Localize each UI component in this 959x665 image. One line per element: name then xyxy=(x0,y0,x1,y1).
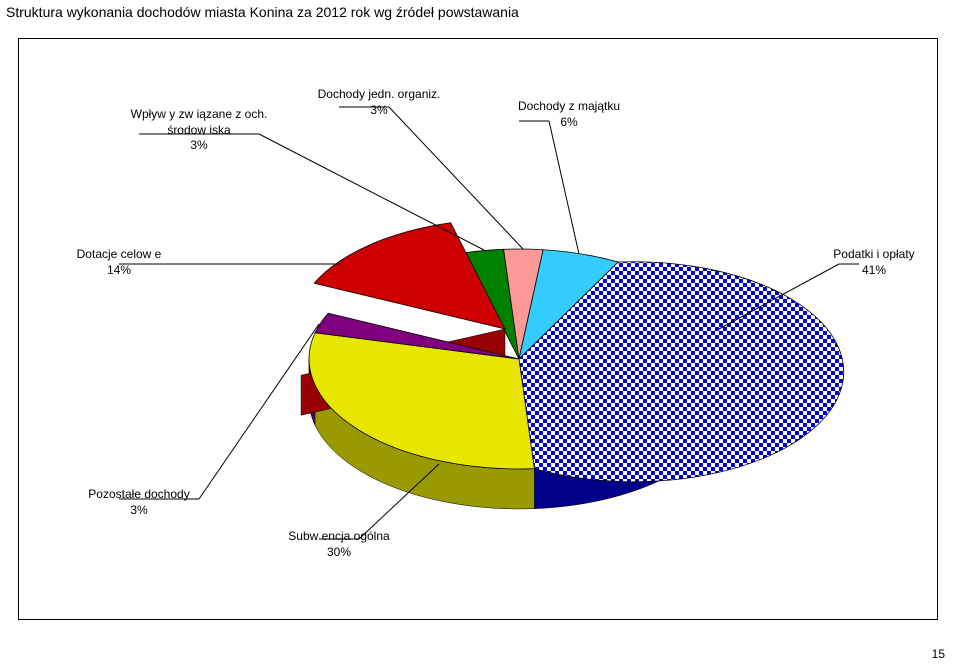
leader-majatku xyxy=(549,121,579,254)
slice-dotacje xyxy=(314,223,505,329)
page-number: 15 xyxy=(932,647,945,661)
label-majatku: Dochody z majątku 6% xyxy=(499,99,639,130)
label-dotacje: Dotacje celow e 14% xyxy=(59,247,179,278)
label-podatki: Podatki i opłaty 41% xyxy=(819,247,929,278)
page-title: Struktura wykonania dochodów miasta Koni… xyxy=(6,4,519,20)
leader-wplywy xyxy=(259,134,484,250)
label-subw: Subw encja ogólna 30% xyxy=(269,529,409,560)
label-jedn: Dochody jedn. organiz. 3% xyxy=(299,87,459,118)
label-pozost: Pozostałe dochody 3% xyxy=(69,487,209,518)
label-wplywy: Wpływ y zw iązane z och. środow iska 3% xyxy=(109,107,289,154)
chart-container: Wpływ y zw iązane z och. środow iska 3% … xyxy=(18,38,938,620)
